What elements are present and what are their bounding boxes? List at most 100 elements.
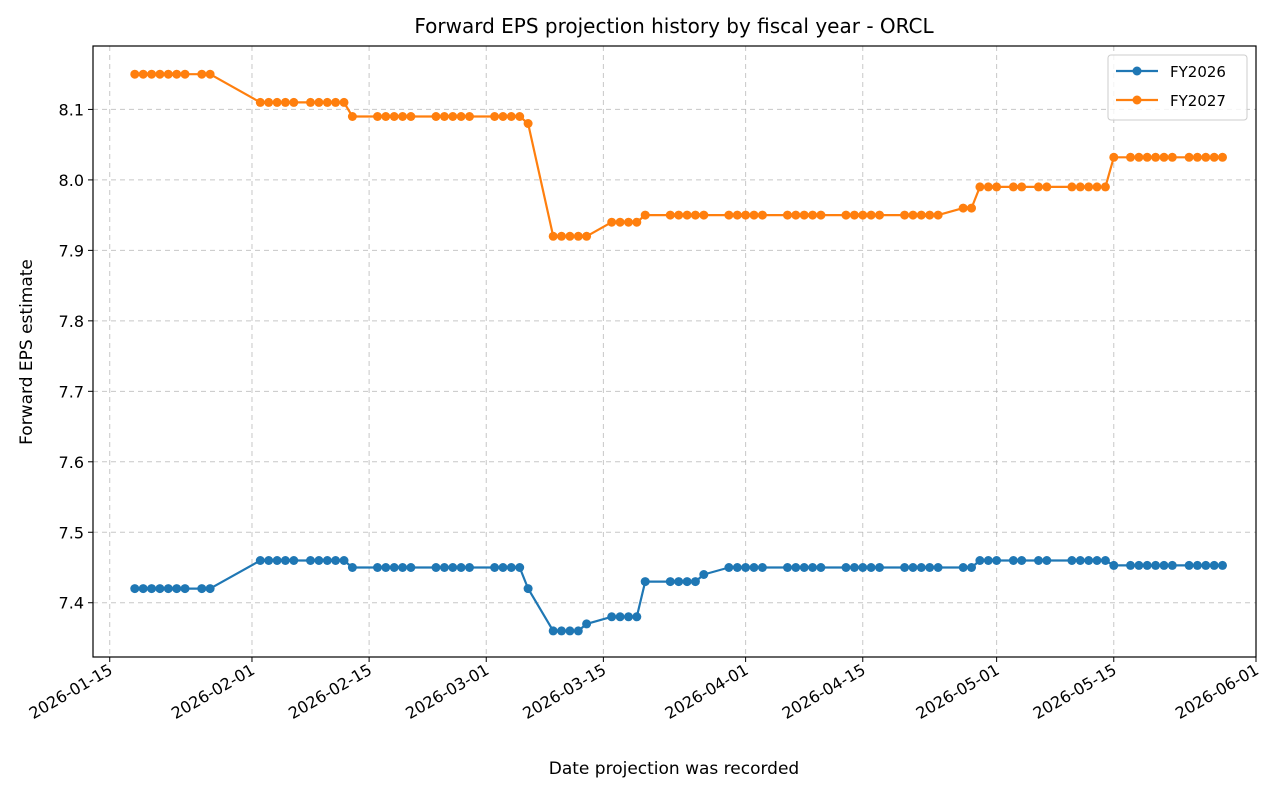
- data-point-fy2027: [322, 97, 332, 107]
- data-point-fy2026: [816, 563, 826, 572]
- data-point-fy2027: [523, 119, 533, 128]
- y-tick-label: 8.1: [59, 100, 84, 119]
- legend-marker-fy2026: [1132, 66, 1142, 76]
- data-point-fy2027: [1109, 152, 1119, 162]
- data-point-fy2027: [163, 69, 173, 79]
- data-point-fy2027: [255, 97, 265, 107]
- data-point-fy2027: [732, 210, 742, 220]
- data-point-fy2026: [732, 563, 742, 572]
- data-point-fy2026: [749, 563, 759, 572]
- data-point-fy2026: [699, 570, 709, 579]
- data-point-fy2027: [983, 182, 993, 192]
- legend-label-fy2027: FY2027: [1170, 92, 1226, 110]
- data-point-fy2026: [498, 563, 508, 572]
- data-point-fy2027: [331, 97, 341, 107]
- data-point-fy2026: [900, 563, 910, 572]
- data-point-fy2026: [272, 556, 282, 565]
- data-point-fy2027: [280, 97, 290, 107]
- data-point-fy2026: [682, 577, 692, 587]
- data-point-fy2027: [875, 210, 884, 220]
- data-point-fy2027: [381, 112, 391, 121]
- data-point-fy2026: [465, 563, 474, 572]
- data-point-fy2027: [456, 112, 466, 121]
- data-point-fy2027: [465, 112, 474, 121]
- data-point-fy2026: [280, 556, 290, 565]
- data-point-fy2026: [1092, 556, 1102, 565]
- data-point-fy2026: [138, 584, 148, 594]
- data-point-fy2027: [1142, 152, 1152, 162]
- data-point-fy2026: [339, 556, 349, 565]
- data-point-fy2027: [607, 217, 617, 227]
- legend-label-fy2026: FY2026: [1170, 63, 1226, 81]
- data-point-fy2026: [665, 577, 675, 587]
- data-point-fy2027: [1218, 152, 1227, 162]
- data-point-fy2027: [565, 231, 575, 241]
- data-point-fy2026: [322, 556, 332, 565]
- data-point-fy2027: [992, 182, 1002, 192]
- data-point-fy2027: [205, 69, 215, 79]
- data-point-fy2026: [1075, 556, 1085, 565]
- data-point-fy2026: [866, 563, 876, 572]
- data-point-fy2026: [373, 563, 382, 572]
- legend-marker-fy2027: [1132, 95, 1142, 105]
- data-point-fy2026: [724, 563, 734, 572]
- data-point-fy2026: [1109, 560, 1119, 570]
- data-point-fy2026: [197, 584, 207, 594]
- data-point-fy2027: [1084, 182, 1094, 192]
- data-point-fy2027: [808, 210, 818, 220]
- y-tick-label: 7.4: [59, 594, 84, 613]
- data-point-fy2026: [289, 556, 299, 565]
- data-point-fy2027: [147, 69, 157, 79]
- data-point-fy2027: [1209, 152, 1219, 162]
- data-point-fy2026: [640, 577, 650, 587]
- data-point-fy2026: [1159, 560, 1169, 570]
- chart-title: Forward EPS projection history by fiscal…: [414, 14, 934, 38]
- grid: [93, 46, 1257, 657]
- data-point-fy2027: [749, 210, 759, 220]
- series-line-fy2026: [134, 559, 1223, 633]
- data-point-fy2027: [724, 210, 734, 220]
- data-point-fy2026: [841, 563, 851, 572]
- data-point-fy2027: [515, 112, 525, 121]
- data-point-fy2026: [155, 584, 165, 594]
- data-point-fy2026: [406, 563, 416, 572]
- data-point-fy2026: [439, 563, 449, 572]
- data-point-fy2026: [757, 563, 767, 572]
- data-point-fy2027: [967, 203, 976, 213]
- data-point-fy2027: [632, 217, 642, 227]
- data-point-fy2027: [130, 69, 140, 79]
- data-point-fy2026: [255, 556, 265, 565]
- data-point-fy2026: [515, 563, 525, 572]
- plot-area: [130, 69, 1227, 636]
- y-tick-label: 7.8: [59, 312, 84, 331]
- data-point-fy2027: [582, 231, 592, 241]
- data-point-fy2026: [389, 563, 399, 572]
- data-point-fy2026: [1042, 556, 1052, 565]
- axis-ticks: 7.4 7.5 7.6 7.7 7.8 7.9 8.0 8.1 2026-01-15 2026-0…: [26, 100, 1262, 723]
- data-point-fy2026: [607, 612, 617, 622]
- data-point-fy2027: [498, 112, 508, 121]
- data-point-fy2027: [197, 69, 207, 79]
- data-point-fy2027: [665, 210, 675, 220]
- data-point-fy2026: [506, 563, 516, 572]
- y-tick-label: 7.5: [59, 523, 84, 542]
- data-point-fy2027: [448, 112, 458, 121]
- data-point-fy2027: [908, 210, 918, 220]
- data-point-fy2026: [958, 563, 968, 572]
- data-point-fy2026: [448, 563, 458, 572]
- data-point-fy2027: [783, 210, 792, 220]
- data-point-fy2027: [799, 210, 809, 220]
- data-point-fy2026: [456, 563, 466, 572]
- legend: FY2026 FY2027: [1107, 54, 1248, 121]
- data-point-fy2027: [841, 210, 851, 220]
- data-point-fy2027: [1042, 182, 1052, 192]
- x-tick-label: 2026-02-15: [285, 660, 375, 723]
- data-point-fy2027: [640, 210, 650, 220]
- data-point-fy2027: [1034, 182, 1043, 192]
- x-tick-label: 2026-05-01: [913, 660, 1003, 723]
- data-point-fy2026: [180, 584, 190, 594]
- data-point-fy2026: [147, 584, 157, 594]
- data-point-fy2027: [1092, 182, 1102, 192]
- data-point-fy2026: [967, 563, 976, 572]
- data-point-fy2027: [406, 112, 416, 121]
